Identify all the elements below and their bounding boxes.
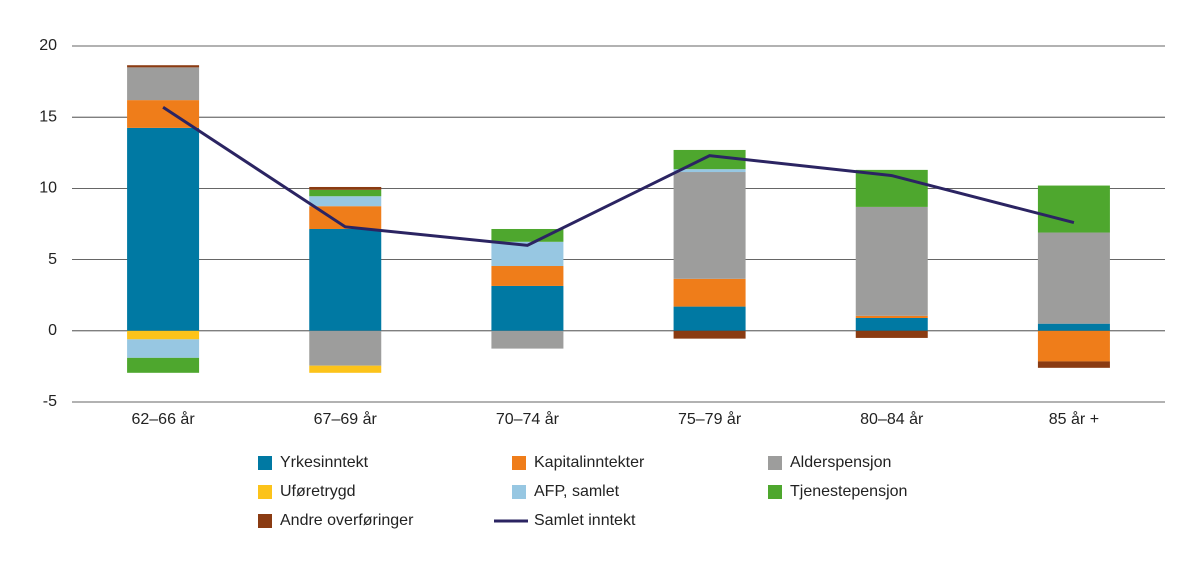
bar-segment <box>855 317 928 331</box>
bar-segment <box>673 278 746 307</box>
bar-segment <box>1037 323 1110 331</box>
bar-segment <box>127 127 200 331</box>
bar-segment <box>491 285 564 331</box>
y-tick-label: 0 <box>48 322 57 339</box>
legend-swatch <box>258 514 272 528</box>
bar-segment <box>491 228 564 242</box>
y-tick-label: 10 <box>39 180 57 197</box>
bar-segment <box>1037 185 1110 233</box>
legend-label: AFP, samlet <box>534 483 620 500</box>
legend-swatch <box>512 456 526 470</box>
legend-label: Andre overføringer <box>280 512 414 529</box>
x-tick-label: 70–74 år <box>496 410 560 428</box>
legend-label: Kapitalinntekter <box>534 454 645 471</box>
bar-segment <box>673 330 746 339</box>
bar-segment <box>309 206 382 229</box>
bar-segment <box>1037 232 1110 324</box>
legend-swatch <box>258 456 272 470</box>
bar-segment <box>127 357 200 373</box>
x-tick-label: 62–66 år <box>131 410 195 428</box>
x-tick-label: 67–69 år <box>314 410 378 428</box>
bar-segment <box>855 206 928 316</box>
bar-segment <box>673 169 746 173</box>
bar-segment <box>309 330 382 366</box>
bar-segment <box>309 186 382 190</box>
y-tick-label: -5 <box>43 393 57 410</box>
bar-segment <box>309 196 382 207</box>
y-tick-label: 20 <box>39 37 57 54</box>
bar-segment <box>309 228 382 331</box>
bar-segment <box>1037 330 1110 362</box>
y-tick-label: 5 <box>48 251 57 268</box>
line <box>162 105 1075 247</box>
bar-segment <box>127 330 200 340</box>
bar-segment <box>491 266 564 286</box>
bar-segment <box>127 67 200 101</box>
legend-swatch <box>512 485 526 499</box>
bar-segment <box>309 189 382 197</box>
legend-swatch <box>258 485 272 499</box>
bar-segment <box>1037 361 1110 368</box>
bar-segment <box>127 339 200 358</box>
legend-label: Tjenestepensjon <box>790 483 907 500</box>
legend-label: Uføretrygd <box>280 483 356 500</box>
x-tick-label: 85 år + <box>1049 410 1099 428</box>
legend-swatch <box>768 456 782 470</box>
x-tick-label: 75–79 år <box>678 410 742 428</box>
legend-label: Yrkesinntekt <box>280 454 369 471</box>
bar-segment <box>127 65 200 68</box>
y-tick-label: 15 <box>39 108 57 125</box>
x-tick-label: 80–84 år <box>860 410 924 428</box>
bar-segment <box>855 330 928 338</box>
legend-label: Samlet inntekt <box>534 512 636 529</box>
bar-segment <box>309 365 382 373</box>
legend-swatch <box>768 485 782 499</box>
bar-segment <box>673 172 746 279</box>
bar-segment <box>855 315 928 318</box>
legend-label: Alderspensjon <box>790 454 891 471</box>
bar-segment <box>491 330 564 349</box>
bar-segment <box>673 306 746 331</box>
